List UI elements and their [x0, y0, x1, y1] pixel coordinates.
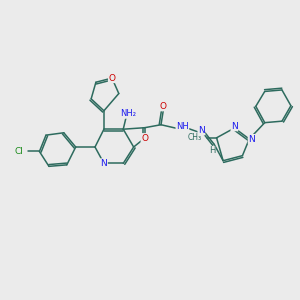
Text: O: O [141, 134, 148, 142]
Text: H: H [208, 146, 215, 155]
Text: NH: NH [176, 122, 189, 131]
Text: N: N [198, 126, 205, 135]
Text: CH₃: CH₃ [188, 133, 202, 142]
Text: N: N [248, 134, 255, 143]
Text: O: O [109, 74, 116, 82]
Text: N: N [231, 122, 238, 131]
Text: N: N [100, 159, 107, 168]
Text: Cl: Cl [14, 147, 23, 156]
Text: O: O [160, 102, 167, 111]
Text: NH₂: NH₂ [120, 109, 136, 118]
